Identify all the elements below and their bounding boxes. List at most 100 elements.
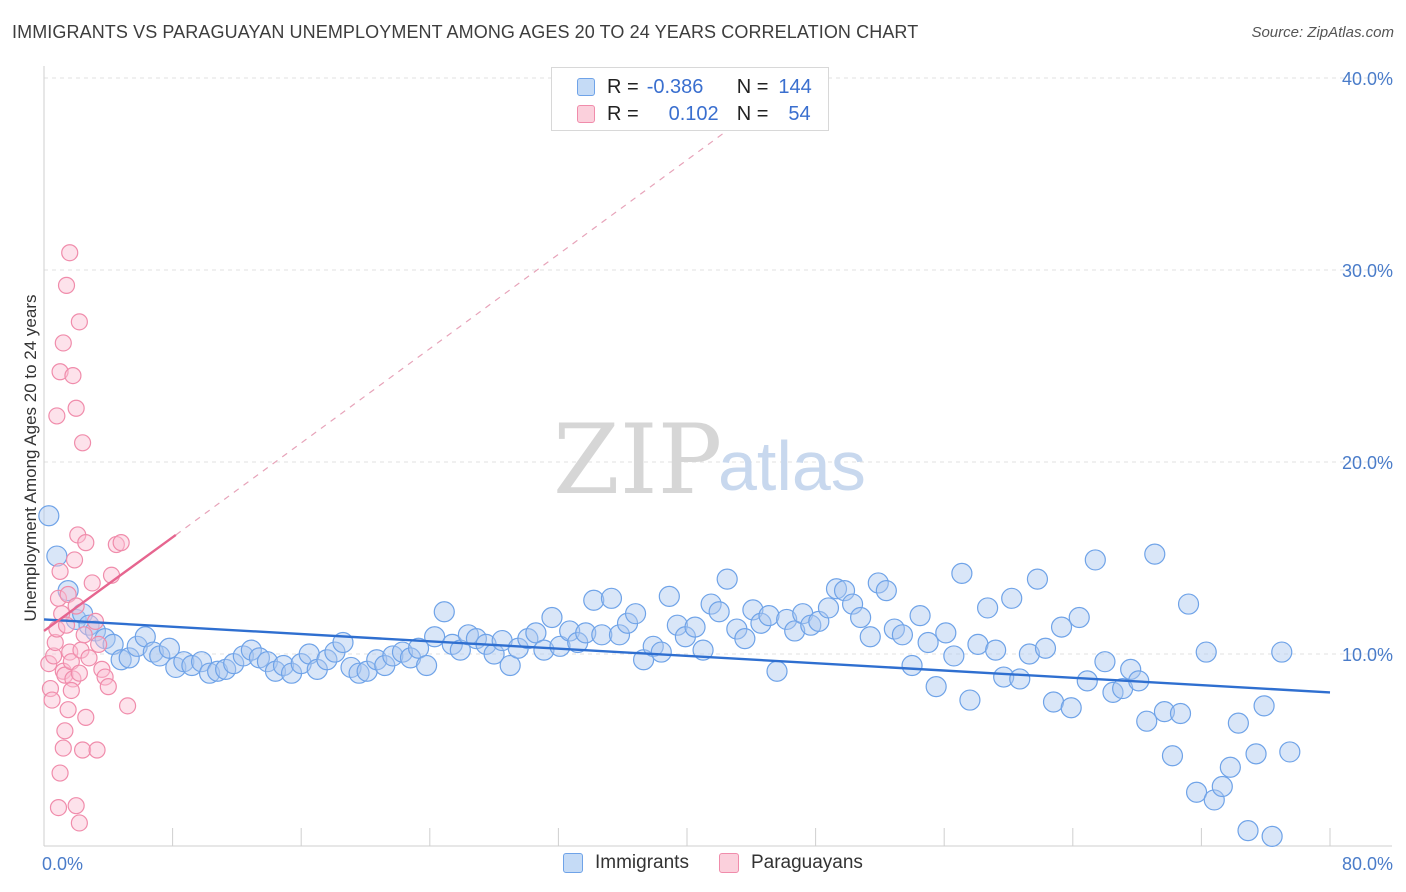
immigrants-point (977, 597, 999, 619)
immigrants-point (533, 639, 555, 661)
immigrants-point (658, 585, 680, 608)
immigrants-point (776, 608, 798, 631)
immigrants-point (1219, 756, 1241, 778)
paraguayans-point (90, 635, 108, 654)
n-value: 144 (778, 75, 812, 98)
immigrants-point (784, 620, 806, 642)
watermark: ZIP atlas (553, 404, 866, 516)
immigrants-point (1185, 781, 1208, 803)
paraguayans-legend-label: Paraguayans (750, 852, 863, 873)
correlation-legend: R = -0.386 N = 144 R = 0.102 N = 54 (551, 67, 829, 131)
immigrants-point (1203, 789, 1225, 811)
paraguayans-point (73, 741, 92, 759)
paraguayans-point (59, 701, 77, 719)
paraguayans-point (45, 647, 63, 665)
immigrants-point (951, 562, 973, 584)
immigrants-point (1009, 668, 1031, 690)
immigrants-point (433, 601, 455, 623)
immigrants-point (559, 620, 581, 642)
immigrants-point (859, 626, 881, 648)
n-value: 54 (788, 102, 811, 125)
immigrants-point (38, 505, 60, 527)
immigrants-legend-swatch (563, 853, 583, 873)
paraguayans-point (99, 678, 117, 696)
immigrants-point (575, 622, 597, 644)
immigrants-point (692, 639, 714, 661)
immigrants-point (118, 647, 140, 669)
paraguayans-point (67, 797, 85, 815)
immigrants-point (142, 641, 164, 663)
immigrants-point (348, 662, 370, 684)
paraguayans-point (118, 697, 137, 715)
immigrants-point (825, 578, 848, 600)
legend-row-paraguayans: R = 0.102 N = 54 (552, 101, 811, 127)
immigrants-point (891, 624, 914, 646)
immigrants-point (1136, 710, 1158, 732)
immigrants-point (1177, 593, 1200, 615)
immigrants-point (1195, 641, 1217, 663)
x-tick-label: 80.0% (1342, 854, 1393, 874)
paraguayans-point (49, 798, 68, 817)
immigrants-point (407, 637, 430, 659)
immigrants-point (901, 654, 923, 677)
legend-item-immigrants[interactable]: Immigrants (563, 852, 689, 874)
paraguayans-point (57, 276, 76, 294)
immigrants-point (1169, 702, 1192, 725)
immigrants-point (110, 649, 132, 671)
immigrants-point (541, 606, 563, 629)
paraguayans-point (51, 363, 69, 381)
immigrants-point (875, 580, 897, 602)
immigrants-point (1271, 641, 1293, 663)
immigrants-point (1237, 820, 1259, 842)
paraguayans-point (48, 407, 66, 425)
paraguayans-point (62, 681, 80, 700)
paraguayans-point (77, 708, 95, 726)
grid (44, 77, 1392, 655)
immigrants-point (1227, 712, 1249, 734)
watermark-atlas: atlas (718, 427, 866, 505)
immigrants-point (46, 545, 68, 567)
legend-item-paraguayans[interactable]: Paraguayans (718, 852, 863, 874)
immigrants-point (684, 616, 706, 638)
immigrants-point (967, 633, 989, 656)
paraguayans-trend-extension (175, 100, 768, 536)
r-label: R = (607, 102, 639, 125)
immigrants-point (198, 662, 221, 684)
paraguayans-point (75, 626, 93, 644)
immigrants-point (1026, 568, 1049, 590)
paraguayans-point (54, 739, 72, 757)
immigrants-point (742, 599, 764, 621)
n-label: N = (736, 75, 769, 98)
immigrants-point (158, 637, 180, 659)
paraguayans-point (51, 562, 69, 581)
y-axis-label: Unemployment Among Ages 20 to 24 years (21, 295, 40, 622)
trend-lines (43, 100, 1331, 694)
watermark-zip: ZIP (553, 404, 722, 516)
immigrants-point (499, 654, 521, 677)
immigrants-point (583, 589, 605, 611)
immigrants-point (909, 604, 931, 627)
immigrants-point (1018, 643, 1040, 665)
r-value: 0.102 (668, 102, 719, 125)
immigrants-point (817, 597, 840, 619)
immigrants-point (708, 601, 730, 623)
immigrants-point (549, 635, 571, 657)
immigrants-point (935, 622, 957, 644)
immigrants-point (424, 626, 446, 648)
immigrants-point (1034, 637, 1057, 659)
immigrants-point (525, 622, 547, 644)
paraguayans-legend-swatch (718, 853, 739, 873)
legend-row-immigrants: R = -0.386 N = 144 (552, 74, 812, 100)
immigrants-point (1084, 549, 1106, 571)
series-legend: Immigrants Paraguayans (563, 852, 893, 874)
paraguayans-point (77, 534, 95, 552)
paraguayans-point (43, 691, 61, 709)
chart-title: IMMIGRANTS VS PARAGUAYAN UNEMPLOYMENT AM… (12, 22, 919, 42)
immigrants-point (415, 654, 438, 677)
immigrants-point (985, 639, 1007, 661)
immigrants-point (65, 608, 87, 631)
immigrants-point (624, 603, 647, 625)
paraguayans-point (80, 649, 98, 667)
immigrants-point (1261, 825, 1283, 848)
